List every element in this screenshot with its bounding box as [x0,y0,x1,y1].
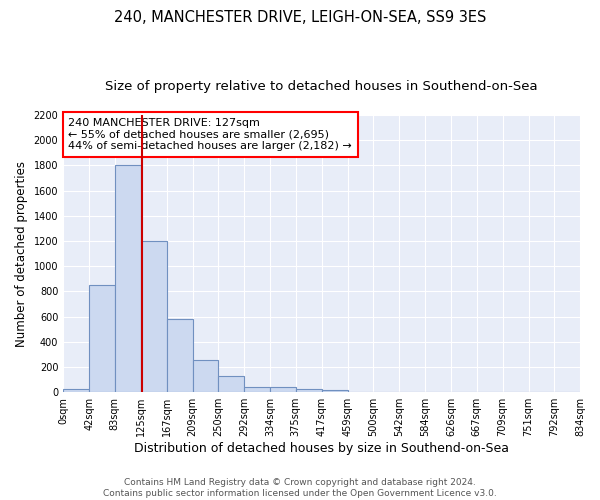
Bar [270,386,296,392]
Bar [322,390,347,392]
Text: 240, MANCHESTER DRIVE, LEIGH-ON-SEA, SS9 3ES: 240, MANCHESTER DRIVE, LEIGH-ON-SEA, SS9… [114,10,486,25]
Bar [167,319,193,392]
Text: 240 MANCHESTER DRIVE: 127sqm
← 55% of detached houses are smaller (2,695)
44% of: 240 MANCHESTER DRIVE: 127sqm ← 55% of de… [68,118,352,151]
Bar [296,389,322,392]
Bar [63,389,89,392]
X-axis label: Distribution of detached houses by size in Southend-on-Sea: Distribution of detached houses by size … [134,442,509,455]
Bar [115,166,140,392]
Text: Contains HM Land Registry data © Crown copyright and database right 2024.
Contai: Contains HM Land Registry data © Crown c… [103,478,497,498]
Bar [218,376,244,392]
Bar [89,285,115,392]
Y-axis label: Number of detached properties: Number of detached properties [15,160,28,346]
Bar [140,241,167,392]
Bar [193,360,218,392]
Bar [244,387,270,392]
Title: Size of property relative to detached houses in Southend-on-Sea: Size of property relative to detached ho… [105,80,538,93]
